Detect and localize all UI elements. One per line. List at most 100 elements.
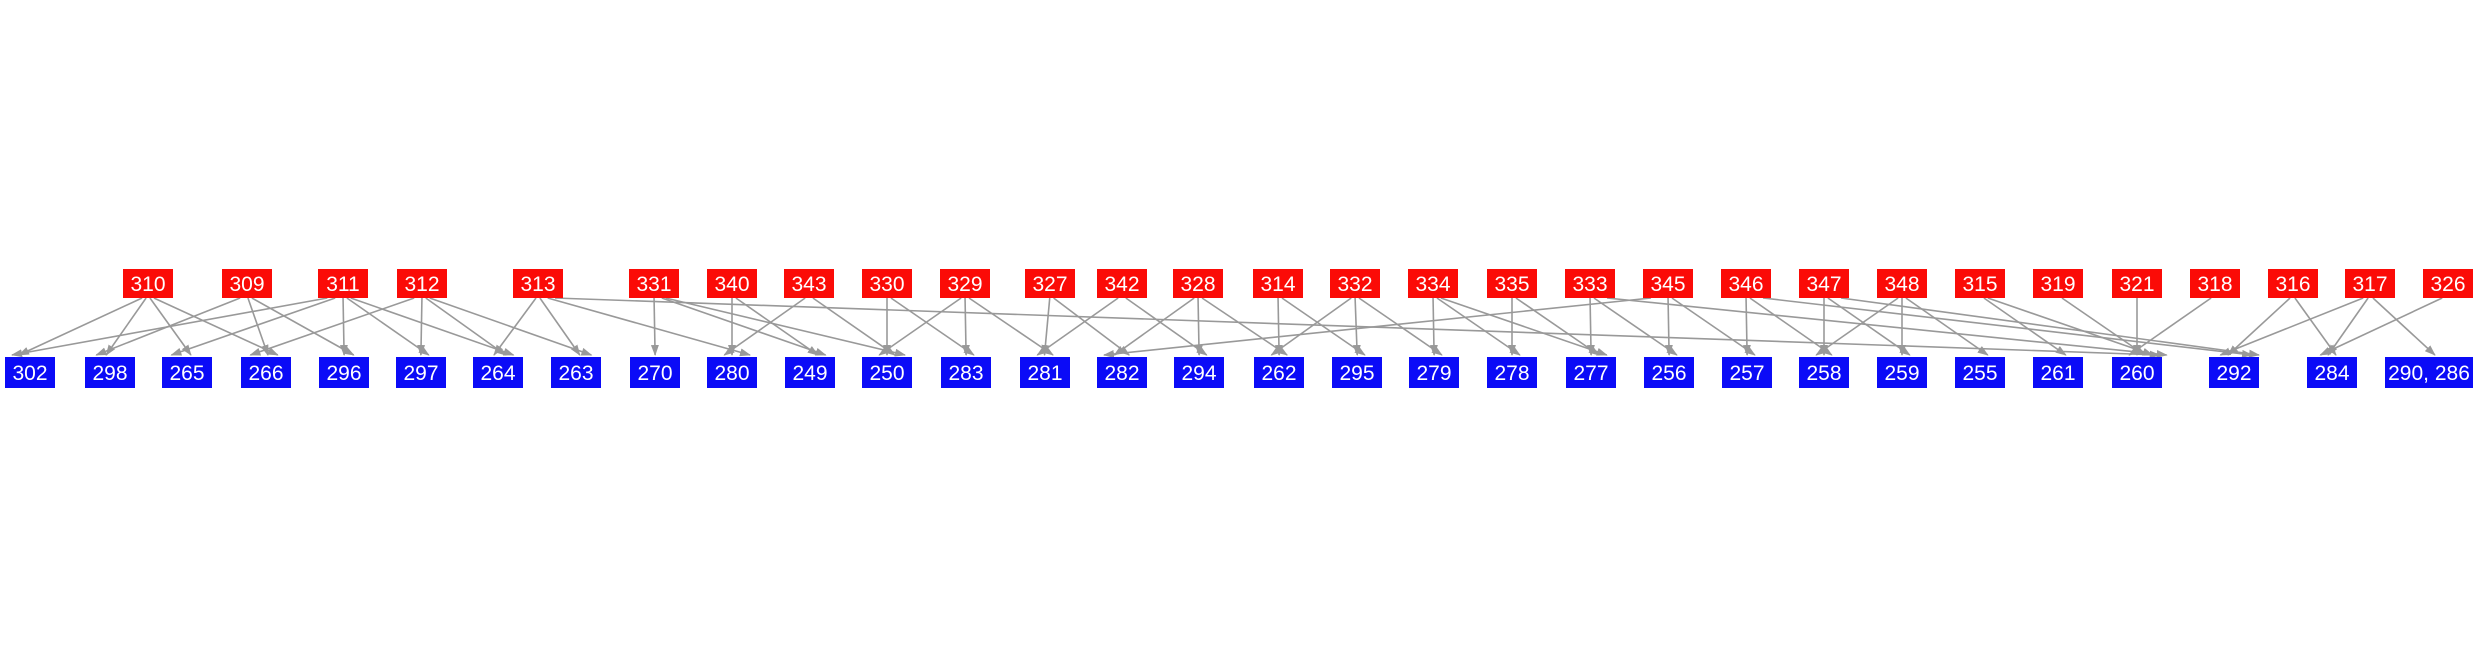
graph-node-347: 347 [1799, 269, 1849, 298]
node-box [2345, 269, 2395, 298]
node-label: 262 [1261, 362, 1296, 385]
graph-node-334: 334 [1408, 269, 1458, 298]
edge-334-277 [1440, 297, 1608, 356]
graph-node-318: 318 [2190, 269, 2240, 298]
edge-348-258 [1815, 297, 1899, 356]
node-label: 255 [1962, 362, 1997, 385]
edge-312-263 [429, 297, 593, 356]
edge-326-284 [2319, 297, 2443, 356]
edge-313-264 [493, 297, 537, 356]
node-label: 321 [2119, 273, 2154, 296]
node-box [1025, 269, 1075, 298]
node-label: 281 [1027, 362, 1062, 385]
graph-node-348: 348 [1877, 269, 1927, 298]
node-label: 284 [2314, 362, 2349, 385]
edge-347-259 [1827, 297, 1911, 356]
edge-316-292 [2227, 297, 2291, 356]
graph-node-317: 317 [2345, 269, 2395, 298]
node-box [2268, 269, 2318, 298]
graph-node-266: 266 [241, 357, 291, 388]
edge-346-292 [1762, 297, 2253, 358]
graph-node-281: 281 [1020, 357, 1070, 388]
graph-node-326: 326 [2423, 269, 2473, 298]
edge-346-257 [1742, 297, 1751, 356]
graph-node-327: 327 [1025, 269, 1075, 298]
graph-node-309: 309 [222, 269, 272, 298]
edge-343-280 [723, 297, 806, 356]
edge-328-282 [1113, 297, 1195, 356]
node-box [85, 357, 135, 388]
node-label: 342 [1104, 273, 1139, 296]
edge-309-266 [247, 297, 269, 356]
graph-node-313: 313 [513, 269, 563, 298]
node-label: 314 [1260, 273, 1295, 296]
graph-node-284: 284 [2307, 357, 2357, 388]
node-label: 257 [1729, 362, 1764, 385]
edge-332-262 [1270, 297, 1352, 356]
graph-node-262: 262 [1254, 357, 1304, 388]
graph-node-250: 250 [862, 357, 912, 388]
graph-node-260: 260 [2112, 357, 2162, 388]
graph-node-343: 343 [784, 269, 834, 298]
node-box [1799, 269, 1849, 298]
node-box [941, 357, 991, 388]
edge-332-279 [1358, 297, 1443, 356]
node-box [1173, 269, 1223, 298]
node-label: 290, 286 [2388, 362, 2470, 385]
edge-330-283 [890, 297, 975, 356]
edge-345-257 [1671, 297, 1756, 356]
graph-node-332: 332 [1330, 269, 1380, 298]
node-label: 334 [1415, 273, 1450, 296]
node-label: 250 [869, 362, 904, 385]
graph-node-264: 264 [473, 357, 523, 388]
node-label: 260 [2119, 362, 2154, 385]
graph-node-328: 328 [1173, 269, 1223, 298]
node-box [1020, 357, 1070, 388]
graph-node-257: 257 [1722, 357, 1772, 388]
node-box [629, 269, 679, 298]
node-label: 333 [1572, 273, 1607, 296]
node-box [707, 269, 757, 298]
edge-312-266 [249, 297, 415, 356]
node-label: 311 [326, 273, 359, 296]
edge-347-292 [1840, 297, 2260, 358]
graph-node-255: 255 [1955, 357, 2005, 388]
graph-node-256: 256 [1644, 357, 1694, 388]
graph-node-302: 302 [5, 357, 55, 388]
edge-318-260 [2128, 297, 2212, 356]
node-label: 340 [714, 273, 749, 296]
node-label: 266 [248, 362, 283, 385]
graph-node-321: 321 [2112, 269, 2162, 298]
graph-node-297: 297 [396, 357, 446, 388]
node-box [1408, 269, 1458, 298]
node-box [707, 357, 757, 388]
edge-310-302 [18, 297, 143, 356]
graph-node-329: 329 [940, 269, 990, 298]
graph-node-263: 263 [551, 357, 601, 388]
node-label: 346 [1728, 273, 1763, 296]
node-label: 258 [1806, 362, 1841, 385]
edge-334-278 [1436, 297, 1521, 356]
node-label: 278 [1494, 362, 1529, 385]
node-box [396, 357, 446, 388]
node-label: 264 [480, 362, 515, 385]
graph-node-345: 345 [1643, 269, 1693, 298]
node-label: 302 [12, 362, 47, 385]
node-label: 295 [1339, 362, 1374, 385]
graph-node-331: 331 [629, 269, 679, 298]
node-label: 296 [326, 362, 361, 385]
node-label: 261 [2040, 362, 2075, 385]
edge-328-294 [1194, 297, 1203, 356]
graph-node-316: 316 [2268, 269, 2318, 298]
edge-310-266 [153, 297, 279, 356]
graph-node-330: 330 [862, 269, 912, 298]
graph-node-270: 270 [630, 357, 680, 388]
node-label: 319 [2040, 273, 2075, 296]
node-label: 328 [1180, 273, 1215, 296]
node-box [2190, 269, 2240, 298]
node-box [1332, 357, 1382, 388]
node-box [2112, 357, 2162, 388]
node-label: 343 [791, 273, 826, 296]
node-label: 280 [714, 362, 749, 385]
